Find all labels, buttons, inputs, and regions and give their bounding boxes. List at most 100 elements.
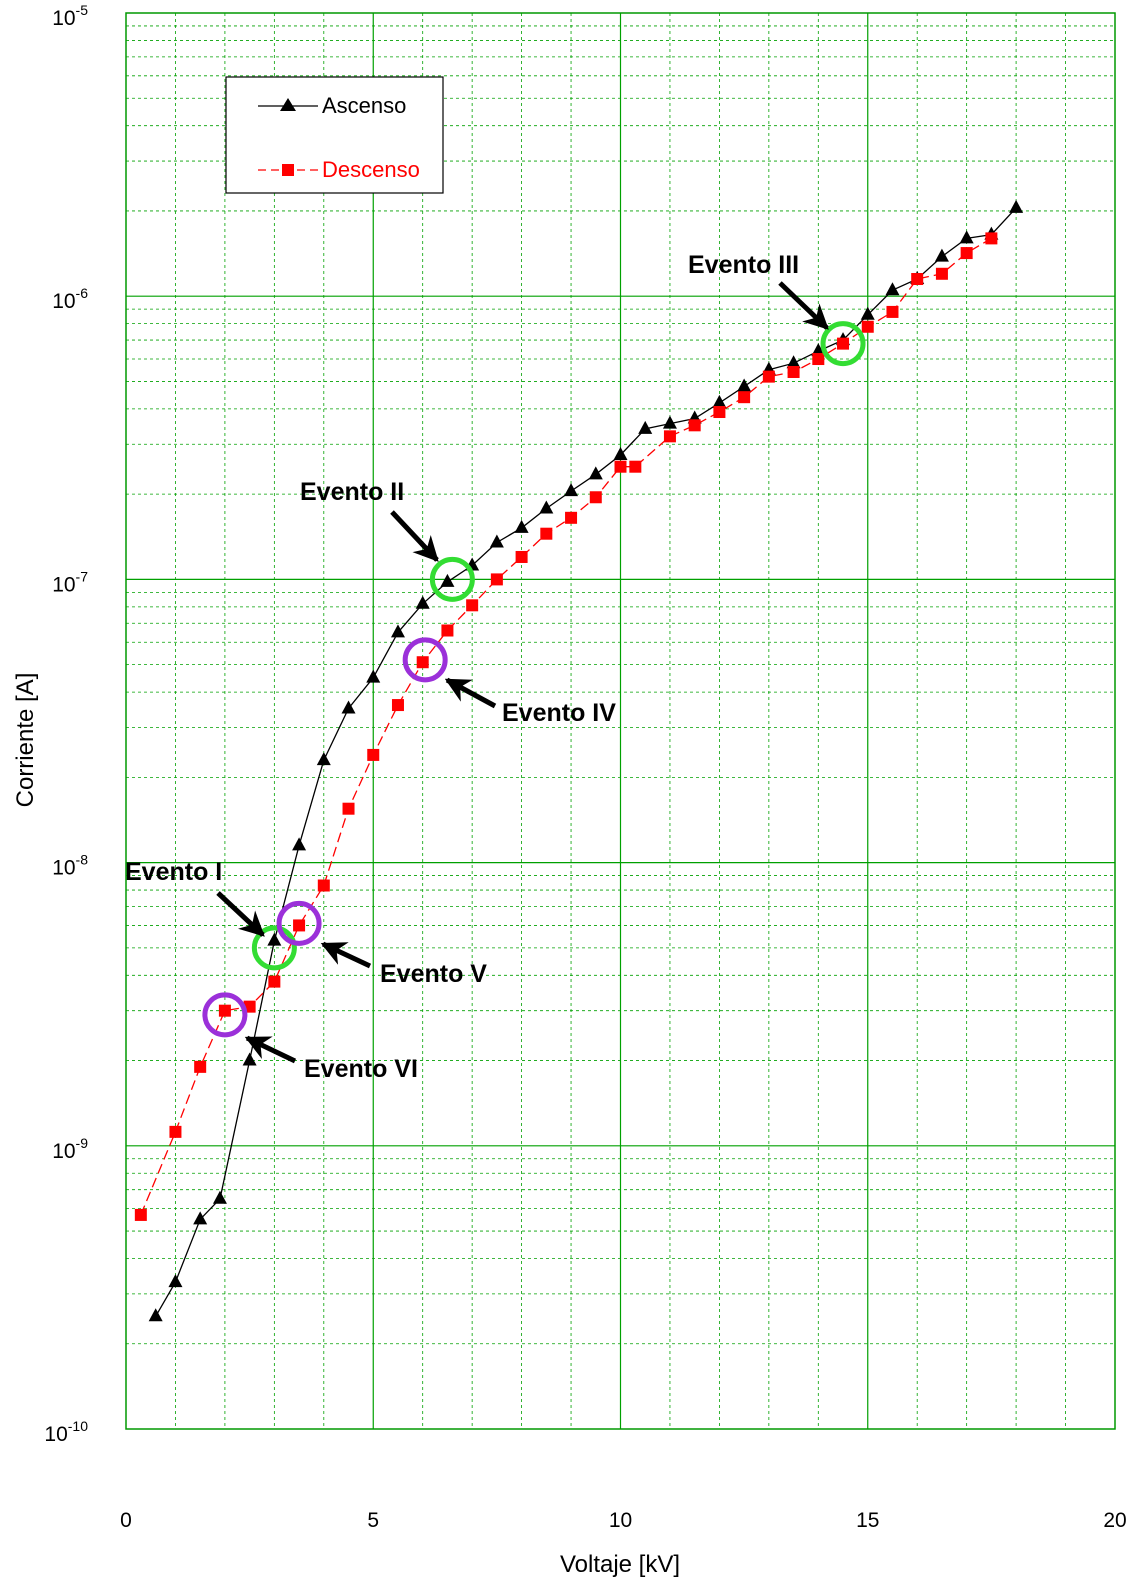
data-point-descenso [935, 267, 948, 280]
data-point-descenso [194, 1060, 207, 1073]
y-tick-label: 10-7 [52, 568, 88, 596]
data-point-ascenso [638, 420, 653, 434]
data-point-descenso [688, 419, 701, 432]
series-line-ascenso [155, 207, 1017, 1317]
data-point-ascenso [786, 355, 801, 369]
data-point-descenso [762, 370, 775, 383]
data-point-descenso [218, 1004, 231, 1017]
data-point-descenso [960, 247, 973, 260]
y-tick-label: 10-8 [52, 852, 88, 880]
data-point-ascenso [885, 282, 900, 296]
data-point-ascenso [489, 534, 504, 548]
plot-frame [125, 12, 1116, 1430]
y-tick-label: 10-6 [52, 285, 88, 313]
data-point-descenso [391, 699, 404, 712]
data-point-ascenso [539, 500, 554, 514]
data-point-descenso [515, 550, 528, 563]
data-point-ascenso [934, 248, 949, 262]
data-point-descenso [787, 365, 800, 378]
data-point-descenso [837, 337, 850, 350]
event-arrow [320, 941, 372, 969]
data-point-descenso [342, 802, 355, 815]
data-point-descenso [441, 624, 454, 637]
data-point-ascenso [168, 1274, 183, 1288]
event-label: Evento IV [502, 699, 616, 727]
data-point-ascenso [662, 415, 677, 429]
x-tick-label: 10 [609, 1509, 632, 1532]
data-point-ascenso [316, 752, 331, 766]
event-circle [820, 321, 866, 367]
legend: Ascenso Descenso [225, 76, 444, 194]
event-arrow [244, 1035, 297, 1064]
data-point-descenso [812, 353, 825, 366]
data-point-ascenso [415, 595, 430, 609]
data-point-ascenso [613, 446, 628, 460]
x-axis-title: Voltaje [kV] [560, 1551, 680, 1578]
legend-marker-descenso [282, 164, 294, 176]
data-point-descenso [713, 406, 726, 419]
data-point-descenso [565, 511, 578, 524]
event-arrow [216, 891, 265, 937]
event-circle [251, 925, 297, 971]
data-point-descenso [589, 491, 602, 504]
x-tick-label: 15 [856, 1509, 879, 1532]
data-point-ascenso [341, 700, 356, 714]
event-circle [276, 900, 322, 946]
data-point-descenso [367, 748, 380, 761]
data-point-descenso [293, 919, 306, 932]
y-axis-title: Corriente [A] [12, 673, 39, 808]
data-point-descenso [466, 599, 479, 612]
event-label: Evento VI [304, 1055, 418, 1083]
x-tick-label: 20 [1103, 1509, 1126, 1532]
data-point-ascenso [267, 932, 282, 946]
data-point-ascenso [860, 306, 875, 320]
annotation-layer: Evento I Evento II Evento III Evento IV Even… [125, 251, 866, 1083]
y-tick-label: 10-5 [52, 2, 88, 30]
legend-marker-ascenso [280, 98, 296, 111]
y-tick-label: 10-9 [52, 1135, 88, 1163]
data-point-ascenso [588, 466, 603, 480]
x-tick-label: 0 [120, 1509, 132, 1532]
data-point-descenso [911, 273, 924, 286]
legend-label-ascenso: Ascenso [322, 93, 406, 118]
data-point-descenso [317, 879, 330, 892]
data-point-ascenso [242, 1052, 257, 1066]
event-circle [429, 556, 475, 602]
x-tick-label: 5 [367, 1509, 379, 1532]
data-point-descenso [886, 305, 899, 318]
data-point-descenso [663, 430, 676, 443]
data-point-ascenso [514, 519, 529, 533]
data-point-descenso [861, 320, 874, 333]
event-label: Evento I [125, 858, 222, 886]
event-arrow [444, 677, 497, 709]
data-point-ascenso [564, 483, 579, 497]
legend-box [225, 76, 444, 194]
data-point-ascenso [440, 573, 455, 587]
data-point-descenso [614, 460, 627, 473]
tick-labels: 0 5 10 15 20 10-10 10-9 10-8 10-7 10-6 10-5 [44, 2, 1126, 1532]
data-point-ascenso [712, 394, 727, 408]
data-point-descenso [169, 1125, 182, 1138]
data-point-ascenso [148, 1308, 163, 1322]
data-point-ascenso [366, 669, 381, 683]
data-point-ascenso [1009, 199, 1024, 213]
data-point-descenso [985, 232, 998, 245]
data-point-ascenso [390, 624, 405, 638]
data-point-descenso [416, 656, 429, 669]
data-point-descenso [738, 391, 751, 404]
data-point-ascenso [193, 1211, 208, 1225]
event-arrow [778, 281, 829, 330]
data-point-ascenso [811, 343, 826, 357]
data-point-ascenso [959, 230, 974, 244]
event-circle [402, 637, 448, 683]
data-point-ascenso [212, 1190, 227, 1204]
event-label: Evento III [688, 251, 799, 279]
data-point-descenso [134, 1208, 147, 1221]
legend-label-descenso: Descenso [322, 157, 420, 182]
event-label: Evento II [300, 478, 404, 506]
data-point-descenso [490, 573, 503, 586]
data-point-ascenso [737, 378, 752, 392]
event-circle [202, 992, 248, 1038]
data-point-descenso [629, 460, 642, 473]
